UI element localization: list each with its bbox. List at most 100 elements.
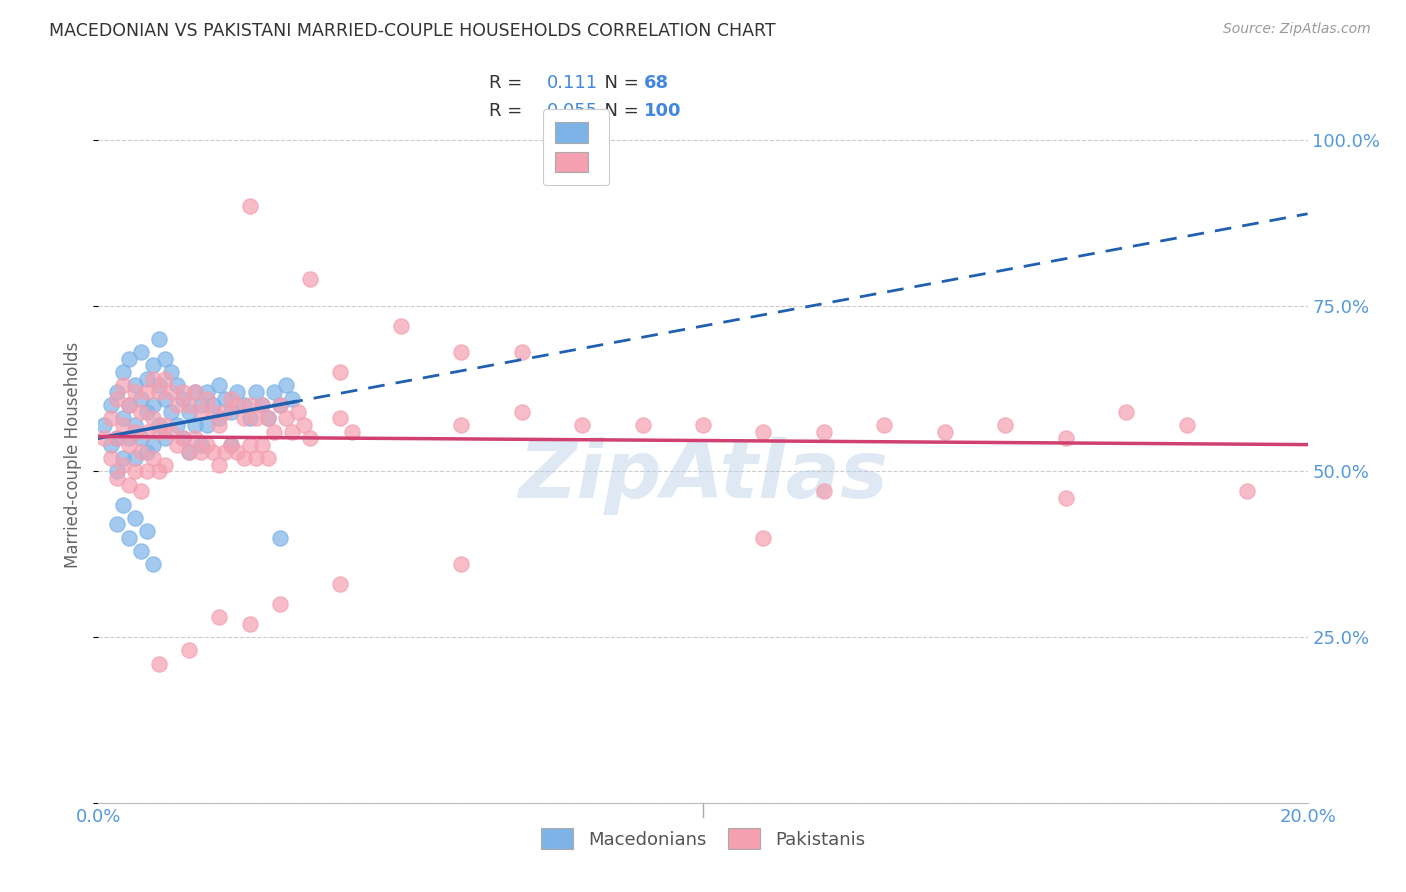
Point [287, 405, 309, 419]
Point [274, 411, 297, 425]
Point [142, 398, 165, 412]
Point [129, 345, 152, 359]
Point [994, 418, 1017, 433]
Point [153, 392, 176, 406]
Point [135, 384, 157, 399]
Point [214, 392, 236, 406]
Text: N =: N = [593, 74, 644, 92]
Point [124, 384, 146, 399]
Point [226, 398, 249, 412]
Point [934, 425, 956, 439]
Point [142, 451, 165, 466]
Point [135, 465, 157, 479]
Point [172, 384, 194, 399]
Text: N =: N = [593, 102, 644, 120]
Point [135, 425, 157, 439]
Text: 0.111: 0.111 [547, 74, 598, 92]
Point [232, 451, 254, 466]
Point [135, 405, 157, 419]
Point [202, 398, 225, 412]
Point [153, 351, 176, 366]
Point [179, 444, 201, 458]
Point [105, 431, 128, 445]
Point [118, 398, 141, 412]
Point [105, 471, 128, 485]
Point [124, 511, 146, 525]
Point [752, 425, 775, 439]
Point [105, 384, 128, 399]
Point [281, 425, 304, 439]
Point [250, 398, 273, 412]
Point [256, 451, 278, 466]
Point [1236, 484, 1258, 499]
Point [111, 418, 134, 433]
Point [329, 411, 352, 425]
Point [124, 465, 146, 479]
Point [124, 378, 146, 392]
Point [179, 405, 201, 419]
Point [111, 451, 134, 466]
Point [118, 477, 141, 491]
Point [269, 531, 291, 545]
Point [148, 384, 170, 399]
Point [510, 405, 533, 419]
Point [172, 431, 194, 445]
Point [450, 558, 472, 572]
Point [105, 465, 128, 479]
Point [342, 425, 364, 439]
Point [100, 398, 122, 412]
Point [160, 405, 183, 419]
Point [118, 438, 141, 452]
Point [118, 351, 141, 366]
Point [100, 438, 122, 452]
Point [148, 332, 170, 346]
Point [100, 451, 122, 466]
Point [93, 418, 115, 433]
Point [179, 643, 201, 657]
Text: 0.055: 0.055 [547, 102, 599, 120]
Point [208, 610, 231, 624]
Point [179, 398, 201, 412]
Point [269, 398, 291, 412]
Point [250, 438, 273, 452]
Point [195, 384, 218, 399]
Point [160, 365, 183, 379]
Point [105, 392, 128, 406]
Point [142, 438, 165, 452]
Point [118, 531, 141, 545]
Point [105, 517, 128, 532]
Point [166, 418, 188, 433]
Point [226, 444, 249, 458]
Text: Source: ZipAtlas.com: Source: ZipAtlas.com [1223, 22, 1371, 37]
Point [239, 199, 262, 213]
Point [184, 384, 207, 399]
Legend: Macedonians, Pakistanis: Macedonians, Pakistanis [530, 817, 876, 860]
Point [692, 418, 714, 433]
Point [190, 444, 212, 458]
Point [214, 444, 236, 458]
Point [184, 418, 207, 433]
Point [873, 418, 896, 433]
Point [195, 392, 218, 406]
Y-axis label: Married-couple Households: Married-couple Households [65, 342, 83, 568]
Point [153, 418, 176, 433]
Point [239, 438, 262, 452]
Point [142, 372, 165, 386]
Text: ZipAtlas: ZipAtlas [517, 437, 889, 515]
Point [129, 431, 152, 445]
Text: R =: R = [489, 102, 529, 120]
Point [142, 558, 165, 572]
Point [172, 392, 194, 406]
Point [245, 411, 267, 425]
Point [292, 418, 315, 433]
Point [250, 398, 273, 412]
Point [510, 345, 533, 359]
Point [239, 411, 262, 425]
Point [274, 378, 297, 392]
Point [1115, 405, 1137, 419]
Point [142, 411, 165, 425]
Point [184, 384, 207, 399]
Point [135, 444, 157, 458]
Point [148, 425, 170, 439]
Point [129, 484, 152, 499]
